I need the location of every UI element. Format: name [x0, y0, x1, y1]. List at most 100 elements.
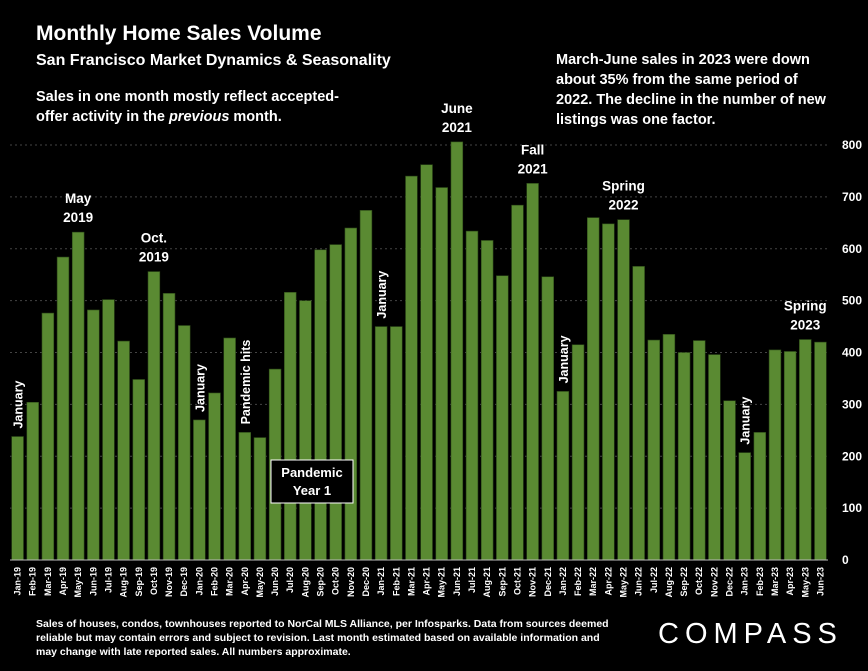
- bar: [147, 271, 161, 561]
- y-tick-label: 600: [842, 242, 862, 256]
- bar: [496, 275, 509, 561]
- y-tick-label: 400: [842, 346, 862, 360]
- x-tick-label: Jun-22: [634, 567, 644, 596]
- bar: [238, 432, 252, 561]
- annotation-label: Fall: [521, 142, 544, 157]
- bar: [511, 204, 524, 561]
- annotation-label: January: [193, 364, 207, 412]
- bar: [344, 227, 358, 561]
- bar: [117, 340, 130, 561]
- annotation-label: January: [375, 271, 389, 319]
- y-tick-label: 500: [842, 294, 862, 308]
- x-tick-label: Aug-21: [482, 567, 492, 598]
- bar: [617, 219, 630, 561]
- x-tick-label: Jul-19: [103, 567, 113, 593]
- bar: [708, 354, 721, 561]
- bar: [450, 141, 464, 561]
- x-tick-label: Sep-19: [134, 567, 144, 597]
- x-tick-label: Sep-20: [316, 567, 326, 597]
- left-note-emphasis: previous: [168, 109, 230, 125]
- annotation-label: June: [441, 101, 473, 116]
- bar: [814, 341, 827, 561]
- bar: [556, 391, 570, 561]
- y-tick-label: 300: [842, 397, 862, 411]
- bar: [374, 326, 388, 561]
- bar: [41, 312, 55, 561]
- x-tick-label: Apr-23: [785, 567, 795, 596]
- bar: [329, 244, 342, 561]
- y-tick-label: 0: [842, 553, 849, 567]
- x-tick-label: Apr-20: [240, 567, 250, 596]
- x-tick-label: Jun-19: [88, 567, 98, 596]
- x-tick-label: Mar-22: [588, 567, 598, 596]
- left-note: Sales in one month mostly reflect accept…: [36, 87, 366, 127]
- x-tick-label: Aug-20: [300, 567, 310, 598]
- bar: [526, 183, 539, 561]
- x-tick-label: May-21: [437, 567, 447, 598]
- x-tick-label: Jan-19: [13, 567, 23, 596]
- bar: [87, 309, 100, 561]
- x-tick-label: Mar-23: [770, 567, 780, 596]
- x-tick-label: Dec-22: [725, 567, 735, 597]
- bar: [405, 175, 418, 561]
- chart-subtitle: San Francisco Market Dynamics & Seasonal…: [36, 52, 391, 69]
- bar: [541, 276, 554, 561]
- y-tick-label: 700: [842, 190, 862, 204]
- x-tick-label: May-22: [619, 567, 629, 598]
- x-tick-label: Sep-22: [679, 567, 689, 597]
- bar: [662, 334, 676, 561]
- bar: [753, 432, 767, 561]
- x-tick-label: Mar-21: [406, 567, 416, 596]
- x-tick-label: Apr-22: [603, 567, 613, 596]
- bar: [223, 337, 236, 561]
- x-tick-label: Dec-20: [361, 567, 371, 597]
- bar: [56, 256, 70, 561]
- bar: [193, 419, 206, 561]
- bar: [677, 352, 691, 561]
- bar: [602, 223, 615, 561]
- x-tick-label: Nov-22: [709, 567, 719, 597]
- x-tick-label: Feb-22: [573, 567, 583, 596]
- bar: [11, 436, 24, 561]
- annotation-label: 2021: [518, 161, 549, 176]
- bar: [435, 187, 448, 561]
- x-tick-label: Feb-19: [28, 567, 38, 596]
- annotation-label: May: [65, 191, 92, 206]
- right-note: March-June sales in 2023 were down about…: [556, 52, 826, 128]
- annotation-label: January: [739, 397, 753, 445]
- y-tick-label: 800: [842, 138, 862, 152]
- x-tick-label: Mar-20: [225, 567, 235, 596]
- bar: [284, 292, 297, 561]
- chart-title: Monthly Home Sales Volume: [36, 22, 322, 45]
- bar: [162, 293, 176, 561]
- x-tick-label: Aug-19: [119, 567, 129, 598]
- bar: [71, 231, 85, 561]
- y-tick-label: 100: [842, 501, 862, 515]
- annotation-label: Pandemic hits: [239, 340, 253, 425]
- bar: [799, 339, 812, 561]
- bar: [647, 339, 661, 561]
- annotation-label: 2022: [608, 198, 638, 213]
- footer-disclaimer: Sales of houses, condos, townhouses repo…: [36, 618, 609, 658]
- x-tick-label: Jun-23: [815, 567, 825, 596]
- annotation-label: 2019: [139, 250, 169, 265]
- x-tick-label: Jul-21: [467, 567, 477, 593]
- pandemic-year1-label: Pandemic: [281, 465, 342, 480]
- bar: [738, 452, 751, 561]
- bar: [26, 401, 39, 561]
- left-note-end: month.: [229, 109, 282, 125]
- bar: [314, 249, 327, 561]
- annotation-label: Spring: [602, 179, 645, 194]
- x-tick-label: May-19: [73, 567, 83, 598]
- x-tick-label: Sep-21: [497, 567, 507, 597]
- bar: [102, 299, 115, 561]
- x-tick-label: Jan-20: [194, 567, 204, 596]
- x-tick-label: Aug-22: [664, 567, 674, 598]
- bar: [359, 210, 373, 561]
- x-tick-label: Dec-19: [179, 567, 189, 597]
- x-tick-label: Mar-19: [43, 567, 53, 596]
- bar: [768, 349, 782, 561]
- bar: [632, 266, 645, 561]
- x-tick-label: Jan-23: [740, 567, 750, 596]
